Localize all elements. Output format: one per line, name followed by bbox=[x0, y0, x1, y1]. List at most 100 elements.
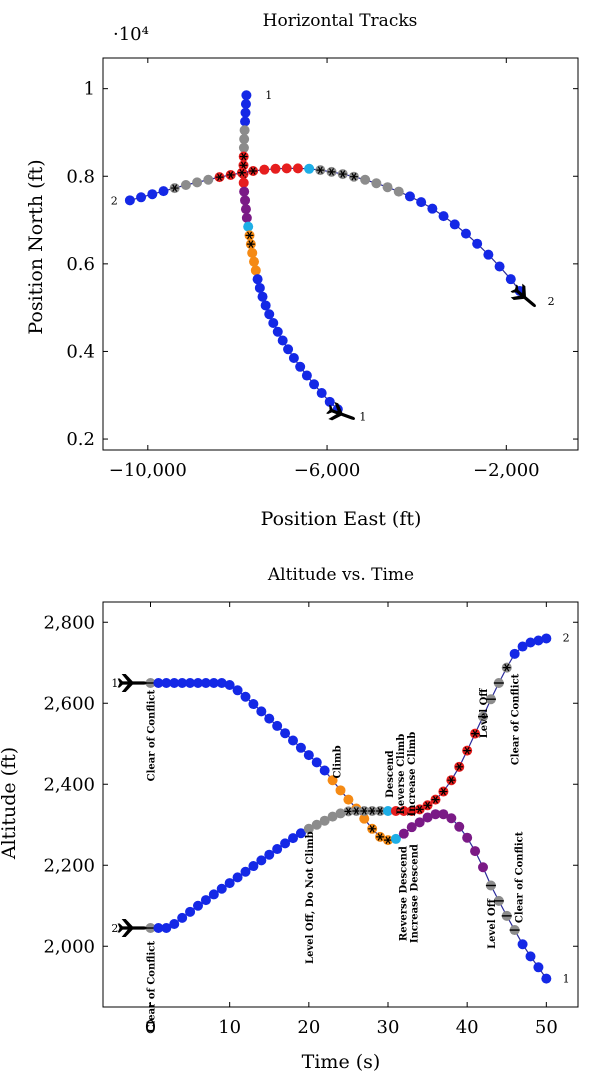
asterisk-marker bbox=[246, 240, 255, 248]
data-point bbox=[422, 812, 433, 823]
asterisk-marker bbox=[239, 161, 248, 170]
data-point bbox=[311, 757, 322, 768]
chart-title: Altitude vs. Time bbox=[267, 565, 414, 585]
annotation-line: Level Off, Do Not Climb bbox=[305, 831, 316, 964]
annotation-label: Clear of Conflict bbox=[147, 941, 158, 1033]
data-point bbox=[249, 256, 260, 267]
data-point bbox=[301, 370, 312, 381]
x-tick-label: 40 bbox=[456, 1017, 479, 1038]
data-point bbox=[470, 846, 481, 857]
data-point bbox=[180, 180, 191, 191]
data-point bbox=[335, 785, 346, 796]
data-point bbox=[239, 125, 250, 136]
data-point bbox=[509, 648, 520, 659]
data-point bbox=[327, 811, 338, 822]
annotation-line: Level Off bbox=[487, 898, 498, 949]
asterisk-marker bbox=[352, 807, 361, 815]
data-point bbox=[208, 889, 219, 900]
asterisk-marker bbox=[415, 805, 424, 814]
track-label: 1 bbox=[563, 973, 570, 986]
data-point bbox=[240, 204, 251, 215]
data-point bbox=[292, 163, 303, 174]
data-point bbox=[250, 265, 261, 276]
data-point bbox=[343, 794, 354, 805]
track-label: 1 bbox=[265, 89, 272, 102]
annotation-line: Clear of Conflict bbox=[515, 831, 526, 923]
annotation-label: Clear of Conflict bbox=[515, 831, 526, 923]
data-point bbox=[454, 821, 465, 832]
data-point bbox=[398, 805, 409, 816]
data-point bbox=[252, 274, 263, 285]
y-tick-label: 0.6 bbox=[66, 254, 95, 275]
data-point bbox=[268, 317, 279, 328]
data-point bbox=[185, 906, 196, 917]
data-point bbox=[327, 775, 338, 786]
data-point bbox=[193, 678, 203, 688]
data-point bbox=[398, 828, 409, 839]
data-point bbox=[270, 163, 281, 174]
asterisk-marker bbox=[327, 168, 336, 176]
data-point bbox=[438, 211, 449, 222]
track-label: 2 bbox=[111, 194, 118, 207]
asterisk-marker bbox=[455, 763, 464, 771]
data-point bbox=[247, 247, 258, 258]
asterisk-marker bbox=[502, 663, 511, 672]
x-tick-label: 10 bbox=[218, 1017, 241, 1038]
axis-ticks: −10,000 −6,000 −2,000 0.2 0.4 0.6 0.8 1 bbox=[66, 58, 578, 481]
annotation-label: Clear of Conflict bbox=[511, 673, 522, 765]
data-point bbox=[239, 134, 250, 145]
data-point bbox=[541, 633, 552, 644]
data-point bbox=[248, 861, 259, 872]
y-multiplier-label: ·10⁴ bbox=[113, 24, 149, 45]
plot-frame bbox=[102, 601, 579, 1008]
data-point bbox=[264, 849, 275, 860]
asterisk-marker bbox=[376, 807, 385, 815]
data-point bbox=[158, 186, 169, 197]
asterisk-marker bbox=[463, 746, 472, 755]
asterisk-marker bbox=[170, 184, 179, 192]
y-tick-label: 2,600 bbox=[43, 693, 95, 714]
data-point bbox=[303, 750, 314, 761]
data-point bbox=[525, 951, 536, 962]
asterisk-marker bbox=[439, 787, 448, 796]
data-point bbox=[494, 261, 505, 272]
data-point bbox=[208, 678, 219, 688]
data-point bbox=[238, 142, 249, 153]
data-point bbox=[169, 918, 180, 929]
annotation-line: Reverse Climb bbox=[396, 734, 407, 815]
data-point bbox=[248, 699, 259, 710]
data-point bbox=[311, 819, 322, 830]
y-tick-label: 0.8 bbox=[66, 166, 95, 187]
data-point bbox=[240, 195, 251, 206]
data-point bbox=[472, 238, 483, 249]
data-point bbox=[406, 822, 417, 833]
data-point bbox=[256, 706, 267, 717]
data-point bbox=[277, 335, 288, 346]
altitude-vs-time-svg: Altitude vs. Time Altitude (ft) Time (s)… bbox=[0, 565, 579, 1073]
track-label: 2 bbox=[548, 295, 555, 308]
data-point bbox=[254, 282, 265, 293]
asterisk-marker bbox=[368, 807, 377, 815]
y-tick-label: 2,800 bbox=[43, 612, 95, 633]
data-point bbox=[383, 805, 393, 816]
data-point bbox=[177, 678, 188, 688]
annotation-line: Level Off bbox=[479, 688, 490, 739]
track-label: 2 bbox=[563, 632, 570, 645]
data-point bbox=[416, 197, 427, 208]
asterisk-marker bbox=[349, 172, 358, 181]
asterisk-marker bbox=[316, 166, 325, 174]
asterisk-marker bbox=[384, 836, 392, 844]
data-point bbox=[239, 186, 250, 197]
data-point bbox=[478, 862, 488, 873]
data-point bbox=[232, 685, 243, 696]
data-point bbox=[124, 195, 135, 206]
axis-ticks: 0 10 20 30 40 50 2,000 2,200 2,400 2,600 2,800 bbox=[43, 602, 578, 1038]
asterisk-marker bbox=[239, 152, 248, 161]
data-point bbox=[462, 832, 473, 843]
data-point bbox=[371, 178, 382, 189]
data-point bbox=[257, 291, 268, 302]
data-point bbox=[309, 379, 320, 390]
data-point bbox=[232, 872, 243, 883]
data-point bbox=[449, 219, 460, 230]
data-point bbox=[240, 98, 251, 109]
